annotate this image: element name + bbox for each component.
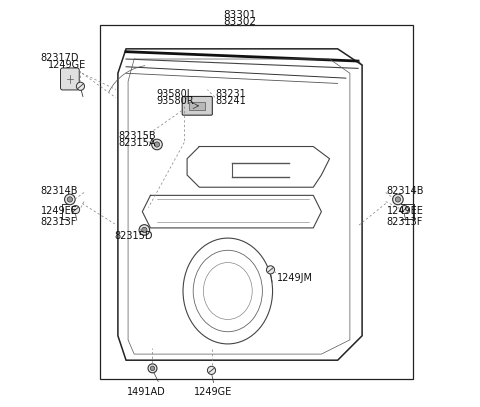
- Text: 82317D: 82317D: [41, 53, 79, 63]
- Text: 1249GE: 1249GE: [48, 60, 86, 70]
- Text: 82315B: 82315B: [119, 131, 156, 141]
- Circle shape: [395, 197, 401, 202]
- Text: 1249GE: 1249GE: [194, 387, 233, 396]
- Circle shape: [150, 366, 155, 370]
- Text: 1249EE: 1249EE: [41, 206, 77, 216]
- Text: 82315D: 82315D: [115, 231, 153, 241]
- Circle shape: [139, 225, 150, 235]
- FancyBboxPatch shape: [182, 96, 212, 115]
- Circle shape: [207, 366, 216, 374]
- Circle shape: [155, 142, 160, 147]
- Circle shape: [266, 266, 275, 274]
- Circle shape: [152, 139, 162, 150]
- Text: 82315A: 82315A: [119, 138, 156, 148]
- Text: 83231: 83231: [216, 89, 246, 98]
- Text: 83301: 83301: [224, 11, 256, 20]
- Circle shape: [393, 194, 403, 205]
- Text: 82314B: 82314B: [41, 186, 78, 196]
- Text: 1249JM: 1249JM: [276, 273, 312, 282]
- Circle shape: [142, 227, 147, 233]
- Circle shape: [148, 364, 157, 373]
- Text: 83302: 83302: [224, 18, 256, 27]
- Bar: [99, 25, 413, 379]
- FancyBboxPatch shape: [60, 68, 79, 90]
- Circle shape: [72, 206, 80, 214]
- Circle shape: [76, 82, 84, 90]
- Text: 93580R: 93580R: [156, 96, 194, 106]
- Text: 93580L: 93580L: [156, 89, 193, 98]
- Text: 82313F: 82313F: [386, 217, 423, 227]
- Text: 82313F: 82313F: [41, 217, 77, 227]
- Circle shape: [400, 206, 408, 214]
- Bar: [189, 102, 205, 110]
- Text: 83241: 83241: [216, 96, 246, 106]
- Text: 1249EE: 1249EE: [386, 206, 423, 216]
- Text: 1491AD: 1491AD: [127, 387, 166, 396]
- Circle shape: [65, 194, 75, 205]
- Text: 82314B: 82314B: [386, 186, 424, 196]
- Circle shape: [67, 197, 72, 202]
